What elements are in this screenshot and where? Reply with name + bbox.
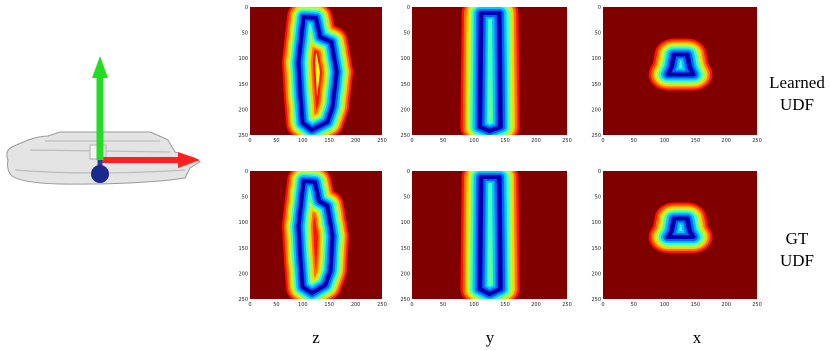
y-tick-label: 100 [400,220,410,226]
slice-core [667,53,695,76]
x-tick-label: 200 [351,138,361,144]
y-tick-label: 100 [238,56,248,62]
y-tick-label: 0 [245,169,248,175]
boat-render [6,56,201,185]
x-tick-label: 200 [531,302,541,308]
x-tick-label: 150 [324,302,334,308]
y-tick-label: 100 [400,56,410,62]
y-tick-label: 200 [591,271,601,277]
y-tick-label: 0 [407,169,410,175]
udf-slice [250,7,382,135]
y-tick-label: 250 [400,297,410,303]
row-label: UDF [780,251,814,270]
slice-core [297,180,334,294]
y-tick-label: 50 [242,31,248,37]
y-tick-label: 150 [400,246,410,252]
x-tick-label: 0 [410,138,413,144]
y-tick-label: 0 [598,169,601,175]
y-tick-label: 100 [591,220,601,226]
x-tick-label: 150 [691,302,701,308]
x-tick-label: 200 [721,302,731,308]
y-tick-label: 50 [242,195,248,201]
x-tick-label: 50 [440,138,446,144]
y-tick-label: 150 [591,246,601,252]
x-tick-label: 200 [721,138,731,144]
x-tick-label: 200 [531,138,541,144]
y-tick-label: 250 [400,133,410,139]
y-tick-label: 200 [238,271,248,277]
y-arrow-head [92,56,108,78]
y-tick-label: 200 [238,107,248,113]
z-axis-sphere [91,165,109,183]
y-tick-label: 50 [404,31,410,37]
y-tick-label: 250 [238,297,248,303]
column-label: z [312,328,320,347]
y-tick-label: 200 [591,107,601,113]
x-tick-label: 50 [631,138,637,144]
x-tick-label: 0 [248,138,251,144]
slice-core [478,176,502,295]
y-tick-label: 200 [400,271,410,277]
x-tick-label: 100 [469,138,479,144]
x-tick-label: 150 [500,302,510,308]
y-tick-label: 250 [591,133,601,139]
y-tick-label: 200 [400,107,410,113]
row-label: UDF [780,95,814,114]
x-tick-label: 50 [631,302,637,308]
y-tick-label: 150 [591,82,601,88]
y-tick-label: 250 [591,297,601,303]
y-tick-label: 0 [245,5,248,11]
x-tick-label: 150 [691,138,701,144]
udf-slice [412,171,567,299]
slice-core [667,217,695,238]
y-tick-label: 150 [238,246,248,252]
x-tick-label: 50 [440,302,446,308]
x-tick-label: 100 [298,302,308,308]
y-tick-label: 100 [238,220,248,226]
x-tick-label: 200 [351,302,361,308]
y-tick-label: 150 [400,82,410,88]
x-tick-label: 100 [660,138,670,144]
y-tick-label: 0 [598,5,601,11]
x-tick-label: 100 [660,302,670,308]
y-tick-label: 150 [238,82,248,88]
x-tick-label: 250 [752,302,762,308]
x-tick-label: 0 [601,138,604,144]
y-tick-label: 100 [591,56,601,62]
x-tick-label: 250 [752,138,762,144]
udf-slice [412,7,567,135]
x-tick-label: 50 [273,302,279,308]
slice-core [297,16,338,131]
x-tick-label: 0 [410,302,413,308]
udf-slice [603,7,757,135]
y-tick-label: 250 [238,133,248,139]
x-tick-label: 0 [601,302,604,308]
y-tick-label: 50 [404,195,410,201]
x-tick-label: 250 [562,138,572,144]
udf-slice [603,171,757,299]
x-tick-label: 250 [562,302,572,308]
column-label: y [486,328,495,347]
row-label: Learned [769,73,825,92]
y-tick-label: 50 [595,195,601,201]
row-label: GT [786,229,809,248]
y-tick-label: 50 [595,31,601,37]
column-label: x [693,328,702,347]
x-tick-label: 100 [298,138,308,144]
x-tick-label: 0 [248,302,251,308]
x-tick-label: 250 [377,138,387,144]
x-tick-label: 100 [469,302,479,308]
x-tick-label: 150 [324,138,334,144]
x-tick-label: 50 [273,138,279,144]
x-tick-label: 250 [377,302,387,308]
slice-core [478,12,502,132]
udf-slice [250,171,382,299]
x-arrow-head [178,152,200,168]
x-tick-label: 150 [500,138,510,144]
y-tick-label: 0 [407,5,410,11]
